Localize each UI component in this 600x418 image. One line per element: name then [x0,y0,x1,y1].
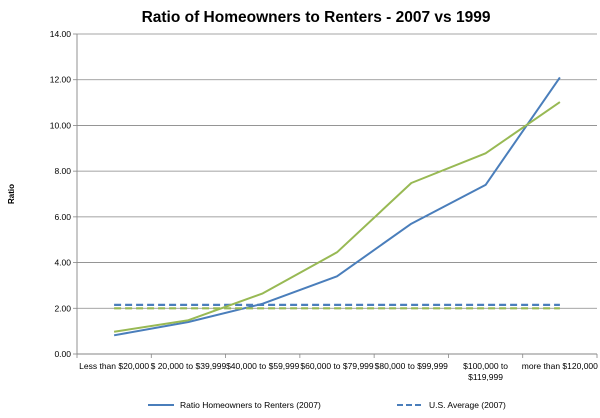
y-tick-label: 0.00 [54,349,71,359]
x-tick-label: Less than $20,000 [79,361,149,371]
y-tick-label: 4.00 [54,258,71,268]
legend-label: Ratio Homeowners to Renters (2007) [180,400,321,410]
series-line-0 [113,76,561,337]
x-tick-label: $80,000 to $99,999 [375,361,449,371]
y-tick-label: 14.00 [50,29,72,39]
x-tick-label: $40,000 to $59,999 [226,361,300,371]
series-line-2 [113,101,561,333]
y-tick-label: 12.00 [50,75,72,85]
y-tick-label: 8.00 [54,166,71,176]
legend: Ratio Homeowners to Renters (2007) U.S. A… [148,400,506,410]
gridlines [77,33,597,309]
y-tick-label: 2.00 [54,303,71,313]
x-tick-label: more than $120,000 [522,361,598,371]
y-tick-label: 10.00 [50,120,72,130]
legend-label: U.S. Average (2007) [429,400,506,410]
y-axis-label: Ratio [7,184,16,204]
y-tick-labels: 0.00 2.00 4.00 6.00 8.00 10.00 12.00 14.00 [50,29,72,359]
y-tick-label: 6.00 [54,212,71,222]
axes [73,33,598,358]
x-tick-labels: Less than $20,000 $ 20,000 to $39,999 $40,… [79,361,598,382]
x-tick-label: $60,000 to $79,999 [300,361,374,371]
x-tick-label: $ 20,000 to $39,999 [151,361,227,371]
chart-title: Ratio of Homeowners to Renters - 2007 vs… [142,9,491,26]
x-tick-label: $100,000 to $119,999 [463,361,508,382]
series-lines [113,76,561,337]
